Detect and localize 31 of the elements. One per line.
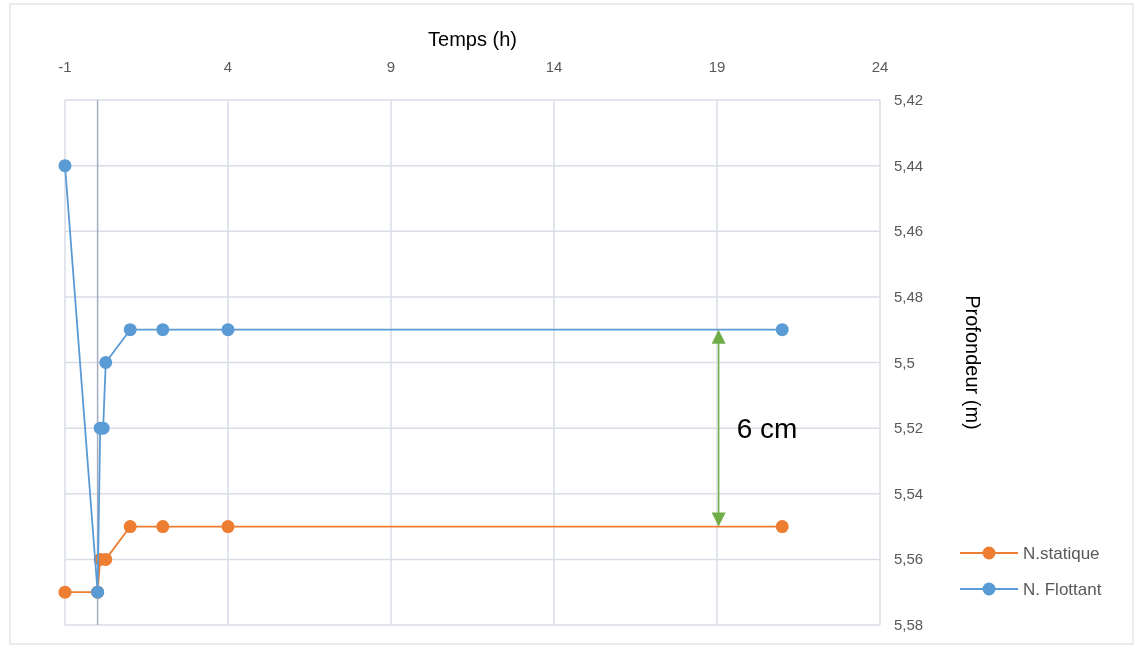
point: [156, 520, 170, 534]
point: [221, 520, 235, 534]
legend-label: N.statique: [1023, 544, 1100, 563]
point: [156, 323, 170, 337]
point: [221, 323, 235, 337]
point: [58, 585, 72, 599]
y-tick-label: 5,56: [894, 550, 924, 568]
x-tick-label: -1: [58, 58, 72, 75]
point: [775, 520, 789, 534]
x-tick-label: 24: [871, 58, 889, 75]
point: [99, 356, 113, 369]
x-tick-label: 4: [223, 58, 233, 75]
point: [58, 159, 72, 173]
point: [775, 323, 789, 337]
x-axis-title: Temps (h): [428, 28, 517, 50]
y-tick-label: 5,52: [894, 419, 924, 437]
y-tick-label: 5,5: [894, 353, 915, 371]
x-tick-label: 14: [545, 58, 563, 75]
point: [123, 520, 137, 534]
y-tick-label: 5,44: [894, 156, 924, 174]
x-tick-label: 19: [708, 58, 726, 75]
annotation: 6 cm: [736, 413, 798, 445]
point: [123, 323, 137, 337]
legend-label: N. Flottant: [1023, 580, 1102, 599]
y-tick-label: 5,46: [894, 222, 924, 240]
y-tick-label: 5,42: [894, 91, 924, 108]
y-tick-label: 5,54: [894, 484, 924, 502]
x-tick-label: 9: [386, 58, 396, 75]
y-tick-label: 5,58: [894, 616, 924, 633]
y-axis-title: Profondeur (m): [962, 295, 984, 430]
y-tick-label: 5,48: [894, 287, 924, 305]
